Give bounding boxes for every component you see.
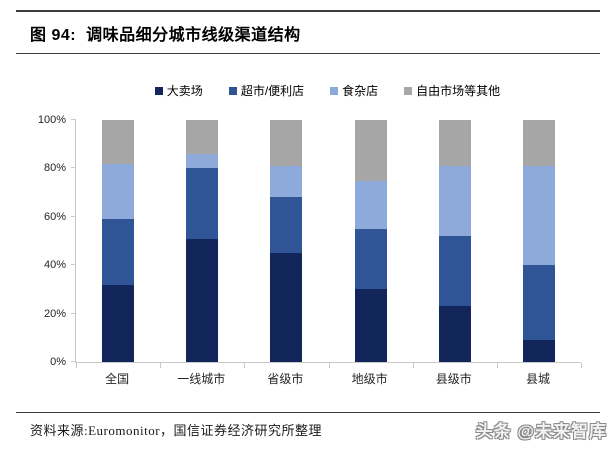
stacked-bar-一线城市 xyxy=(186,120,219,362)
legend-item-3: 自由市场等其他 xyxy=(404,82,500,99)
bar-segment-大卖场-全国 xyxy=(102,284,135,362)
bar-segment-超市/便利店-县级市 xyxy=(438,236,471,307)
y-tick-mark xyxy=(71,119,76,120)
x-category-label: 一线城市 xyxy=(177,372,226,386)
bar-column-县级市 xyxy=(413,120,497,362)
bar-segment-食杂店-省级市 xyxy=(270,166,303,198)
plot-area: 100% 80% 60% 40% 20% 0% xyxy=(38,114,582,368)
y-tick-label: 60% xyxy=(43,210,66,223)
bar-segment-自由市场等其他-全国 xyxy=(102,120,135,164)
x-category-label: 地级市 xyxy=(351,372,388,386)
bar-segment-超市/便利店-县城 xyxy=(522,265,555,341)
legend-item-2: 食杂店 xyxy=(330,82,378,99)
y-tick-label: 80% xyxy=(43,162,66,175)
legend-label: 超市/便利店 xyxy=(240,84,305,98)
legend-swatch-icon xyxy=(330,86,339,95)
x-category-label: 县城 xyxy=(525,372,550,386)
bar-segment-大卖场-一线城市 xyxy=(186,238,219,362)
y-tick-label: 100% xyxy=(37,114,66,126)
bar-segment-大卖场-县级市 xyxy=(438,306,471,362)
bar-segment-食杂店-全国 xyxy=(102,163,135,220)
chart-legend: 大卖场 超市/便利店 食杂店 自由市场等其他 xyxy=(75,82,580,99)
x-tick-mark xyxy=(412,363,414,368)
bar-segment-食杂店-县级市 xyxy=(438,166,471,237)
x-axis-labels: 全国 一线城市 省级市 地级市 县级市 县城 xyxy=(75,370,580,387)
x-category-label: 全国 xyxy=(105,372,130,386)
y-tick-mark xyxy=(71,264,76,266)
bar-segment-自由市场等其他-县城 xyxy=(522,120,555,166)
bar-segment-超市/便利店-全国 xyxy=(102,219,135,285)
stacked-bar-省级市 xyxy=(270,120,303,362)
x-tick-mark xyxy=(496,363,498,368)
y-tick-mark xyxy=(71,167,76,169)
bar-column-县城 xyxy=(497,120,581,362)
bar-segment-食杂店-地级市 xyxy=(354,180,387,229)
top-rule xyxy=(16,10,600,12)
bar-segment-自由市场等其他-省级市 xyxy=(270,120,303,166)
bar-segment-大卖场-省级市 xyxy=(270,253,303,362)
stacked-bar-县城 xyxy=(522,120,555,362)
y-tick-mark xyxy=(71,215,76,217)
bar-segment-大卖场-县城 xyxy=(522,340,555,362)
y-tick-label: 0% xyxy=(50,356,66,368)
legend-item-1: 超市/便利店 xyxy=(228,82,305,99)
legend-swatch-icon xyxy=(228,86,237,95)
legend-item-0: 大卖场 xyxy=(154,82,203,99)
bar-column-省级市 xyxy=(244,120,328,362)
title-divider-rule xyxy=(16,53,600,54)
stacked-bar-全国 xyxy=(102,120,135,362)
bar-segment-食杂店-一线城市 xyxy=(186,153,219,169)
bar-segment-自由市场等其他-地级市 xyxy=(354,120,387,181)
x-tick-mark xyxy=(328,363,330,368)
y-tick-label: 40% xyxy=(43,259,66,272)
bar-segment-超市/便利店-地级市 xyxy=(354,228,387,290)
bar-column-地级市 xyxy=(329,120,413,362)
x-category-label: 县级市 xyxy=(435,372,472,386)
figure-number-label: 图 94: xyxy=(30,27,77,44)
bar-segment-超市/便利店-省级市 xyxy=(270,197,303,254)
bar-segment-自由市场等其他-一线城市 xyxy=(186,120,219,154)
figure-title: 图 94: 调味品细分城市线级渠道结构 xyxy=(30,21,301,45)
stacked-bar-县级市 xyxy=(438,120,471,362)
legend-label: 大卖场 xyxy=(166,84,203,98)
stacked-bar-地级市 xyxy=(354,120,387,362)
x-category-label: 省级市 xyxy=(267,372,304,386)
bar-column-全国 xyxy=(76,120,160,362)
source-note: 资料来源:Euromonitor，国信证券经济研究所整理 xyxy=(30,423,323,438)
y-tick-label: 20% xyxy=(43,307,66,320)
x-tick-mark xyxy=(76,363,77,368)
x-tick-mark xyxy=(160,363,162,368)
footer-divider-rule xyxy=(16,412,600,413)
x-tick-mark xyxy=(581,363,582,368)
watermark: 头条 @未来智库 xyxy=(475,422,607,441)
y-tick-mark xyxy=(71,312,76,314)
bar-segment-超市/便利店-一线城市 xyxy=(186,168,219,239)
figure-title-text: 调味品细分城市线级渠道结构 xyxy=(86,27,301,44)
y-tick-mark xyxy=(71,361,76,362)
x-tick-mark xyxy=(244,363,246,368)
bars-container xyxy=(76,120,581,362)
legend-label: 自由市场等其他 xyxy=(416,84,501,98)
legend-label: 食杂店 xyxy=(342,84,379,98)
bar-segment-大卖场-地级市 xyxy=(354,289,387,362)
bar-column-一线城市 xyxy=(160,120,244,362)
legend-swatch-icon xyxy=(404,86,413,95)
legend-swatch-icon xyxy=(154,86,163,95)
bar-segment-食杂店-县城 xyxy=(522,166,555,266)
bar-segment-自由市场等其他-县级市 xyxy=(438,120,471,166)
